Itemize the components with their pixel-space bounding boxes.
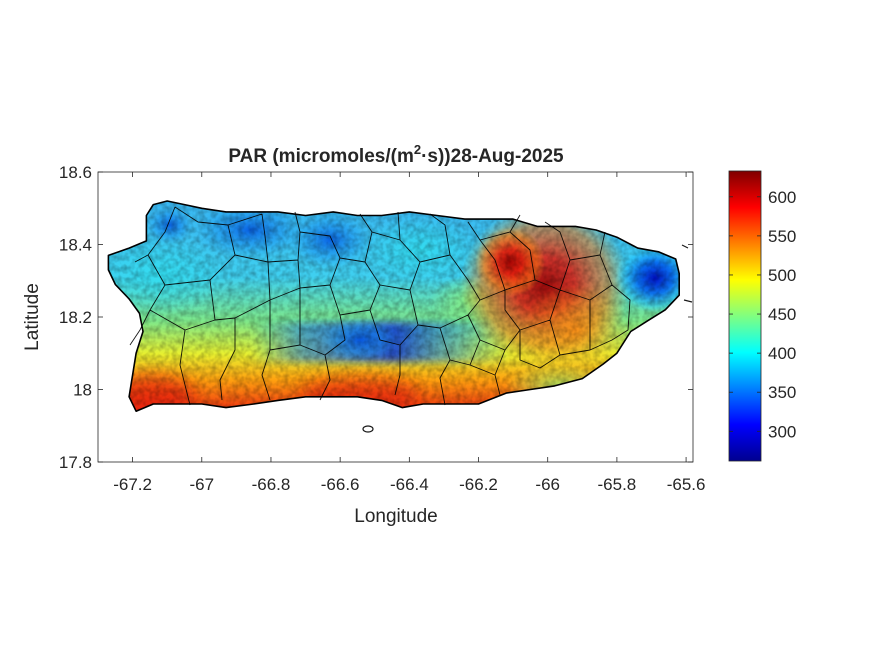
x-axis-ticks: -67.2 -67 -66.8 -66.6 -66.4 -66.2 -66 -65.8 -65.… bbox=[113, 172, 705, 494]
y-axis-label: Latitude bbox=[22, 283, 43, 351]
colorbar-tick-label: 350 bbox=[768, 383, 796, 402]
colorbar-ticks: 300 350 400 450 500 550 600 bbox=[729, 188, 796, 441]
y-axis-ticks: 17.8 18 18.2 18.4 18.6 bbox=[59, 163, 693, 472]
colorbar bbox=[728, 170, 762, 462]
colorbar-tick-label: 450 bbox=[768, 305, 796, 324]
par-raster bbox=[108, 201, 680, 412]
x-tick-label: -65.8 bbox=[598, 475, 637, 494]
x-tick-label: -65.6 bbox=[667, 475, 706, 494]
colorbar-tick-label: 500 bbox=[768, 266, 796, 285]
x-axis-label: Longitude bbox=[354, 506, 437, 527]
y-tick-label: 17.8 bbox=[59, 453, 92, 472]
y-tick-label: 18.6 bbox=[59, 163, 92, 182]
x-tick-label: -66.8 bbox=[252, 475, 291, 494]
x-tick-label: -67 bbox=[189, 475, 214, 494]
colorbar-tick-label: 400 bbox=[768, 344, 796, 363]
map-title: PAR (micromoles/(m2·s))28-Aug-2025 bbox=[228, 142, 564, 167]
colorbar-tick-label: 600 bbox=[768, 188, 796, 207]
y-tick-label: 18 bbox=[73, 381, 92, 400]
x-tick-label: -66 bbox=[535, 475, 560, 494]
y-tick-label: 18.4 bbox=[59, 236, 92, 255]
x-tick-label: -67.2 bbox=[113, 475, 152, 494]
colorbar-tick-label: 550 bbox=[768, 227, 796, 246]
colorbar-tick-label: 300 bbox=[768, 422, 796, 441]
y-tick-label: 18.2 bbox=[59, 308, 92, 327]
x-tick-label: -66.2 bbox=[459, 475, 498, 494]
x-tick-label: -66.6 bbox=[321, 475, 360, 494]
x-tick-label: -66.4 bbox=[390, 475, 429, 494]
municipal-borders bbox=[129, 206, 693, 433]
island-outline bbox=[107, 200, 680, 412]
